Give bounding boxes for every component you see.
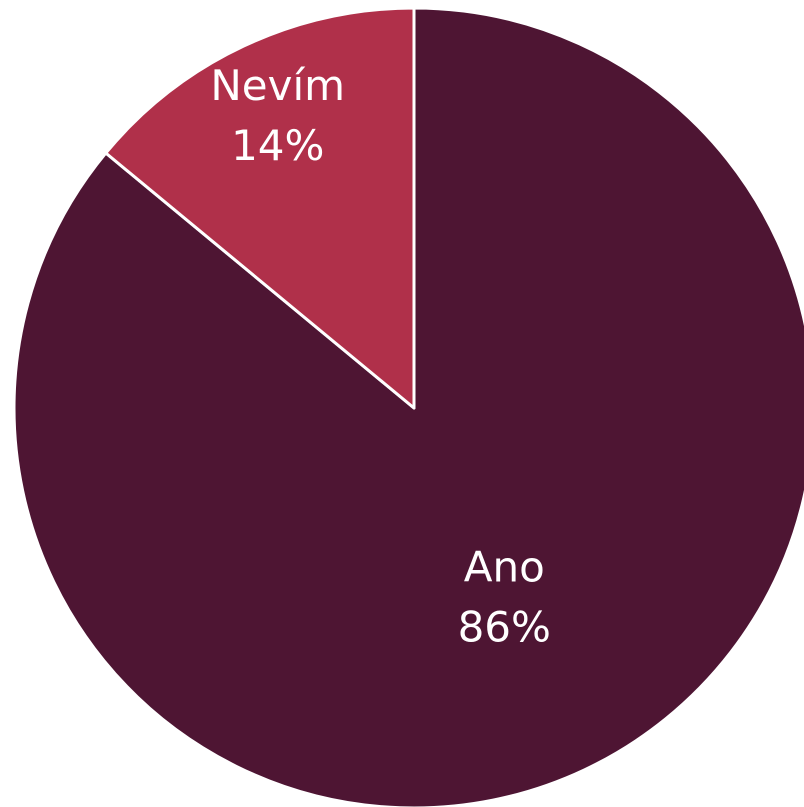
slice-value-label: 86% [458, 602, 551, 651]
pie-slice [104, 6, 416, 410]
slice-label: Ano [464, 542, 545, 591]
pie-slice [12, 6, 804, 807]
slice-label: Nevím [210, 61, 345, 110]
slice-value-label: 14% [231, 121, 324, 170]
